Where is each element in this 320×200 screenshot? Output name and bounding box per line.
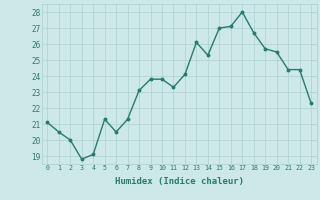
X-axis label: Humidex (Indice chaleur): Humidex (Indice chaleur) bbox=[115, 177, 244, 186]
